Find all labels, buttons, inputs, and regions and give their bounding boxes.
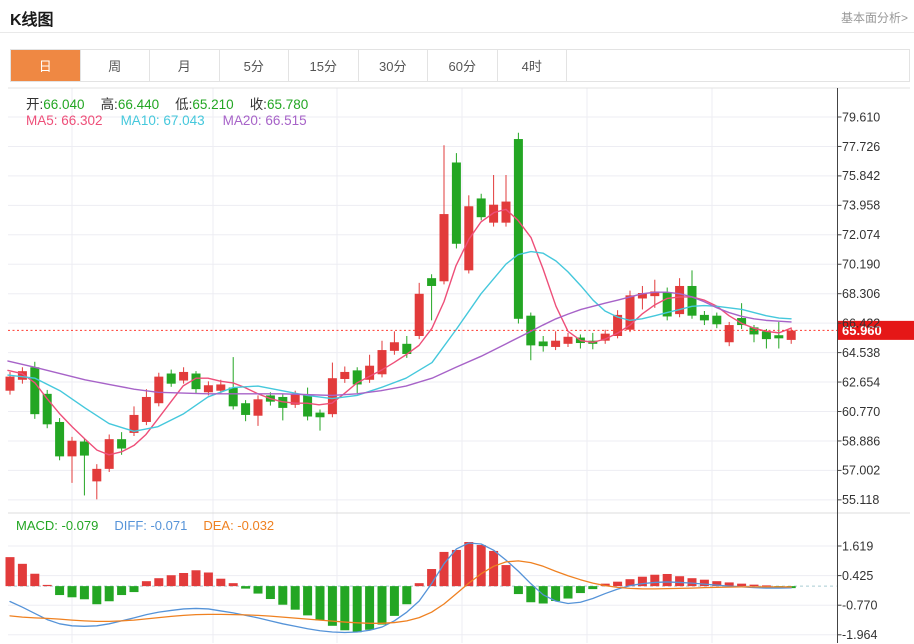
ma20-value: MA20: 66.515 — [222, 113, 307, 128]
current-price-line: 65.960 — [8, 320, 914, 340]
tab-week[interactable]: 周 — [81, 50, 150, 81]
main-axis-label: 55.118 — [842, 493, 879, 507]
main-axis-label: 72.074 — [842, 228, 880, 242]
ma10-line — [7, 250, 792, 433]
main-axis-label: 62.654 — [842, 375, 880, 389]
main-axis-label: 75.842 — [842, 169, 880, 183]
main-axis-label: 60.770 — [842, 405, 880, 419]
macd-axis-label: 1.619 — [842, 539, 873, 553]
main-axis-label: 64.538 — [842, 346, 880, 360]
main-axis-label: 66.422 — [842, 316, 880, 330]
tab-4hour[interactable]: 4时 — [498, 50, 567, 81]
ma10-value: MA10: 67.043 — [120, 113, 205, 128]
tab-day[interactable]: 日 — [11, 50, 81, 81]
main-axis-label: 77.726 — [842, 140, 880, 154]
tab-month[interactable]: 月 — [150, 50, 220, 81]
open-value: 开:66.040 — [26, 97, 85, 112]
ohlc-legend: 开:66.040 高:66.440 低:65.210 收:65.780 — [26, 93, 308, 113]
macd-legend: MACD: -0.079 DIFF: -0.071 DEA: -0.032 — [16, 518, 274, 533]
candles — [5, 132, 796, 500]
header-divider — [0, 32, 914, 33]
main-axis-label: 79.610 — [842, 110, 880, 124]
high-value: 高:66.440 — [100, 97, 160, 112]
period-tabbar: 日 周 月 5分 15分 30分 60分 4时 — [10, 49, 910, 82]
tab-5min[interactable]: 5分 — [220, 50, 289, 81]
main-axis-label: 73.958 — [842, 199, 880, 213]
tab-15min[interactable]: 15分 — [289, 50, 359, 81]
diff-value: DIFF: -0.071 — [114, 518, 188, 533]
svg-text:65.960: 65.960 — [842, 323, 882, 338]
macd-axis-label: -0.770 — [842, 599, 877, 613]
diff-line — [9, 542, 792, 634]
dea-line — [9, 560, 792, 624]
fundamental-analysis-link[interactable]: 基本面分析> — [840, 11, 908, 25]
ma5-value: MA5: 66.302 — [26, 113, 103, 128]
macd-histogram — [5, 542, 796, 633]
main-axis-label: 58.886 — [842, 434, 880, 448]
ma5-line — [7, 208, 792, 456]
ma-legend: MA5: 66.302 MA10: 67.043 MA20: 66.515 — [26, 113, 307, 128]
current-price-tag — [837, 320, 914, 340]
tab-30min[interactable]: 30分 — [359, 50, 428, 81]
macd-axis-label: 0.425 — [842, 569, 873, 583]
grid-lines — [8, 87, 910, 643]
dea-value: DEA: -0.032 — [203, 518, 275, 533]
close-value: 收:65.780 — [249, 97, 309, 112]
main-axis-label: 70.190 — [842, 258, 880, 272]
main-axis-label: 68.306 — [842, 287, 880, 301]
low-value: 低:65.210 — [175, 97, 234, 112]
ma20-line — [7, 291, 792, 397]
page-title: K线图 — [10, 12, 54, 29]
tab-60min[interactable]: 60分 — [428, 50, 498, 81]
y-axis: 79.610 77.726 75.842 73.958 72.074 70.190 68.3… — [837, 88, 880, 643]
main-axis-label: 57.002 — [842, 464, 880, 478]
macd-value: MACD: -0.079 — [16, 518, 99, 533]
macd-axis-label: -1.964 — [842, 628, 877, 642]
